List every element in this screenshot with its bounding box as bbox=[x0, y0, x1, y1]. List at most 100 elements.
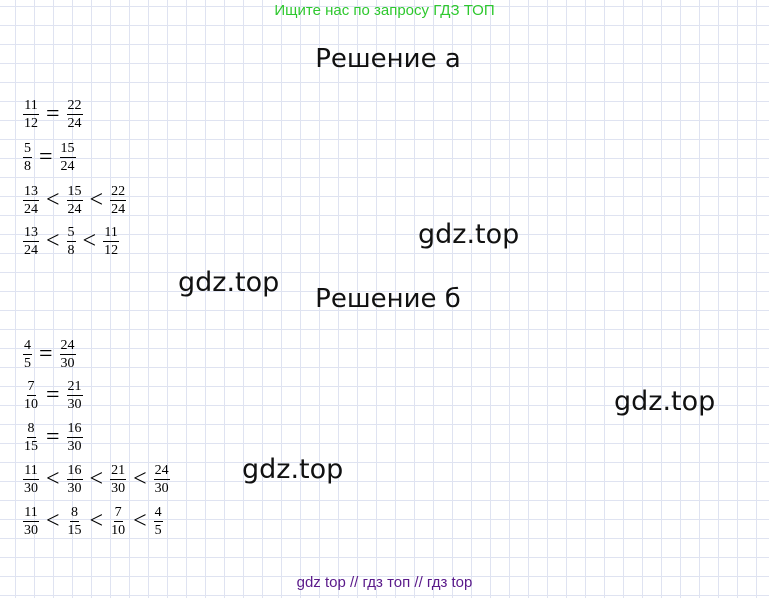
less-than-sign: < bbox=[46, 508, 60, 534]
fraction: 16 30 bbox=[66, 421, 84, 454]
fraction: 24 30 bbox=[59, 338, 77, 371]
less-than-sign: < bbox=[133, 508, 147, 534]
fraction: 15 24 bbox=[59, 141, 77, 174]
fraction: 11 12 bbox=[22, 98, 40, 131]
denominator: 5 bbox=[154, 522, 162, 538]
denominator: 30 bbox=[60, 355, 75, 371]
numerator: 13 bbox=[23, 224, 39, 242]
less-than-sign: < bbox=[89, 508, 104, 534]
equals-sign: = bbox=[46, 382, 60, 408]
fraction: 24 30 bbox=[153, 463, 171, 496]
numerator: 8 bbox=[26, 420, 36, 438]
equals-sign: = bbox=[39, 144, 53, 170]
fraction: 22 24 bbox=[66, 98, 84, 131]
equals-sign: = bbox=[46, 424, 60, 450]
denominator: 12 bbox=[104, 242, 119, 258]
watermark: gdz.top bbox=[242, 454, 344, 485]
numerator: 4 bbox=[23, 337, 32, 355]
denominator: 24 bbox=[24, 242, 38, 258]
fraction: 7 10 bbox=[22, 379, 40, 412]
denominator: 12 bbox=[24, 115, 38, 131]
fraction: 15 24 bbox=[66, 184, 84, 217]
numerator: 15 bbox=[66, 183, 83, 201]
fraction: 13 24 bbox=[22, 184, 40, 217]
less-than-sign: < bbox=[46, 187, 60, 213]
denominator: 24 bbox=[111, 201, 126, 217]
fraction: 11 30 bbox=[22, 463, 40, 496]
numerator: 16 bbox=[66, 462, 83, 480]
numerator: 7 bbox=[113, 504, 123, 522]
denominator: 5 bbox=[24, 355, 31, 371]
denominator: 30 bbox=[67, 396, 82, 412]
numerator: 11 bbox=[103, 224, 119, 242]
numerator: 13 bbox=[23, 183, 39, 201]
numerator: 22 bbox=[110, 183, 127, 201]
heading-solution-a: Решение а bbox=[315, 44, 461, 74]
math-line: 11 12 = 22 24 bbox=[22, 94, 84, 134]
less-than-sign: < bbox=[89, 466, 104, 492]
denominator: 24 bbox=[24, 201, 38, 217]
watermark: gdz.top bbox=[178, 267, 280, 298]
heading-solution-b: Решение б bbox=[315, 284, 461, 314]
equals-sign: = bbox=[39, 341, 53, 367]
denominator: 30 bbox=[154, 480, 169, 496]
denominator: 10 bbox=[111, 522, 126, 538]
denominator: 8 bbox=[67, 242, 75, 258]
numerator: 8 bbox=[70, 504, 80, 522]
denominator: 10 bbox=[24, 396, 38, 412]
math-line: 13 24 <5 8 <11 12 bbox=[22, 221, 120, 261]
less-than-sign: < bbox=[82, 228, 97, 254]
less-than-sign: < bbox=[133, 466, 147, 492]
denominator: 24 bbox=[60, 158, 75, 174]
denominator: 30 bbox=[67, 480, 82, 496]
watermark: gdz.top bbox=[614, 386, 716, 417]
numerator: 22 bbox=[66, 97, 83, 115]
fraction: 22 24 bbox=[109, 184, 127, 217]
numerator: 11 bbox=[23, 504, 39, 522]
fraction: 11 30 bbox=[22, 505, 40, 538]
numerator: 16 bbox=[66, 420, 83, 438]
watermark: gdz.top bbox=[418, 219, 520, 250]
fraction: 8 15 bbox=[66, 505, 84, 538]
denominator: 24 bbox=[67, 201, 82, 217]
denominator: 30 bbox=[24, 522, 38, 538]
numerator: 7 bbox=[26, 378, 36, 396]
numerator: 5 bbox=[23, 140, 32, 158]
math-line: 11 30 <8 15 <7 10 <4 5 bbox=[22, 501, 164, 541]
equals-sign: = bbox=[46, 101, 60, 127]
numerator: 24 bbox=[153, 462, 170, 480]
math-line: 4 5 = 24 30 bbox=[22, 334, 77, 374]
numerator: 5 bbox=[66, 224, 76, 242]
denominator: 15 bbox=[67, 522, 82, 538]
math-line: 5 8 = 15 24 bbox=[22, 137, 77, 177]
denominator: 30 bbox=[111, 480, 126, 496]
math-line: 8 15 = 16 30 bbox=[22, 417, 84, 457]
math-line: 13 24 <15 24 <22 24 bbox=[22, 180, 127, 220]
denominator: 24 bbox=[67, 115, 82, 131]
less-than-sign: < bbox=[46, 228, 60, 254]
fraction: 7 10 bbox=[109, 505, 127, 538]
fraction: 11 12 bbox=[102, 225, 120, 258]
bottom-banner: gdz top // гдз топ // гдз top bbox=[296, 574, 473, 591]
denominator: 30 bbox=[67, 438, 82, 454]
math-line: 11 30 <16 30 <21 30 <24 30 bbox=[22, 459, 171, 499]
fraction: 21 30 bbox=[109, 463, 127, 496]
numerator: 11 bbox=[23, 462, 39, 480]
denominator: 15 bbox=[24, 438, 38, 454]
numerator: 21 bbox=[66, 378, 83, 396]
fraction: 21 30 bbox=[66, 379, 84, 412]
numerator: 4 bbox=[153, 504, 163, 522]
less-than-sign: < bbox=[89, 187, 104, 213]
fraction: 8 15 bbox=[22, 421, 40, 454]
denominator: 8 bbox=[24, 158, 31, 174]
math-line: 7 10 = 21 30 bbox=[22, 375, 84, 415]
numerator: 15 bbox=[59, 140, 76, 158]
fraction: 16 30 bbox=[66, 463, 84, 496]
numerator: 24 bbox=[59, 337, 76, 355]
top-banner: Ищите нас по запросу ГДЗ ТОП bbox=[274, 2, 495, 19]
less-than-sign: < bbox=[46, 466, 60, 492]
